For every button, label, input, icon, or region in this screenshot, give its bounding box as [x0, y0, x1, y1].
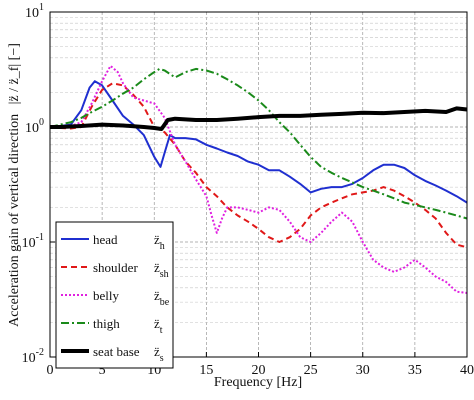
legend-label: shoulder — [93, 260, 138, 275]
legend-symbol: z̈be — [154, 288, 170, 308]
series-line-head — [49, 80, 468, 204]
svg-text:Acceleration gain of vertical: Acceleration gain of vertical direction … — [7, 43, 22, 327]
legend-label: thigh — [93, 316, 120, 331]
y-tick-label: 100 — [25, 117, 44, 136]
x-tick-label: 25 — [304, 363, 318, 378]
series-line-belly — [50, 64, 468, 294]
x-tick-label: 35 — [408, 363, 422, 378]
legend-symbol: z̈s — [154, 344, 164, 364]
x-tick-label: 5 — [99, 363, 106, 378]
series-line-seat-base — [50, 106, 468, 131]
y-tick-label: 10-1 — [22, 232, 44, 251]
y-tick-label: 101 — [25, 2, 44, 21]
legend-box — [55, 221, 174, 369]
x-tick-label: 0 — [47, 363, 54, 378]
y-axis-label: Acceleration gain of vertical direction — [7, 114, 22, 327]
legend-label: seat base — [93, 344, 140, 359]
legend-symbol: z̈sh — [154, 260, 169, 280]
legend-label: head — [93, 232, 118, 247]
legend-label: belly — [93, 288, 119, 303]
y-axis-label-group: Acceleration gain of vertical direction … — [7, 43, 22, 327]
x-tick-label: 40 — [460, 363, 474, 378]
x-axis-label: Frequency [Hz] — [214, 375, 302, 390]
grid — [50, 12, 467, 357]
x-tick-label: 30 — [356, 363, 370, 378]
y-tick-label: 10-2 — [22, 347, 44, 366]
series-layer — [49, 64, 468, 294]
y-axis-label-suffix: |z̈ / z̈_f| [−] — [7, 43, 22, 104]
x-tick-label: 15 — [199, 363, 213, 378]
legend-symbol: z̈t — [154, 316, 163, 336]
series-line-shoulder — [49, 82, 468, 249]
legend-symbol: z̈h — [154, 232, 165, 252]
series-line-thigh — [49, 67, 468, 220]
legend: head z̈h shoulder z̈sh belly z̈be thigh z̈t seat… — [55, 221, 174, 369]
x-tick-label: 20 — [252, 363, 266, 378]
